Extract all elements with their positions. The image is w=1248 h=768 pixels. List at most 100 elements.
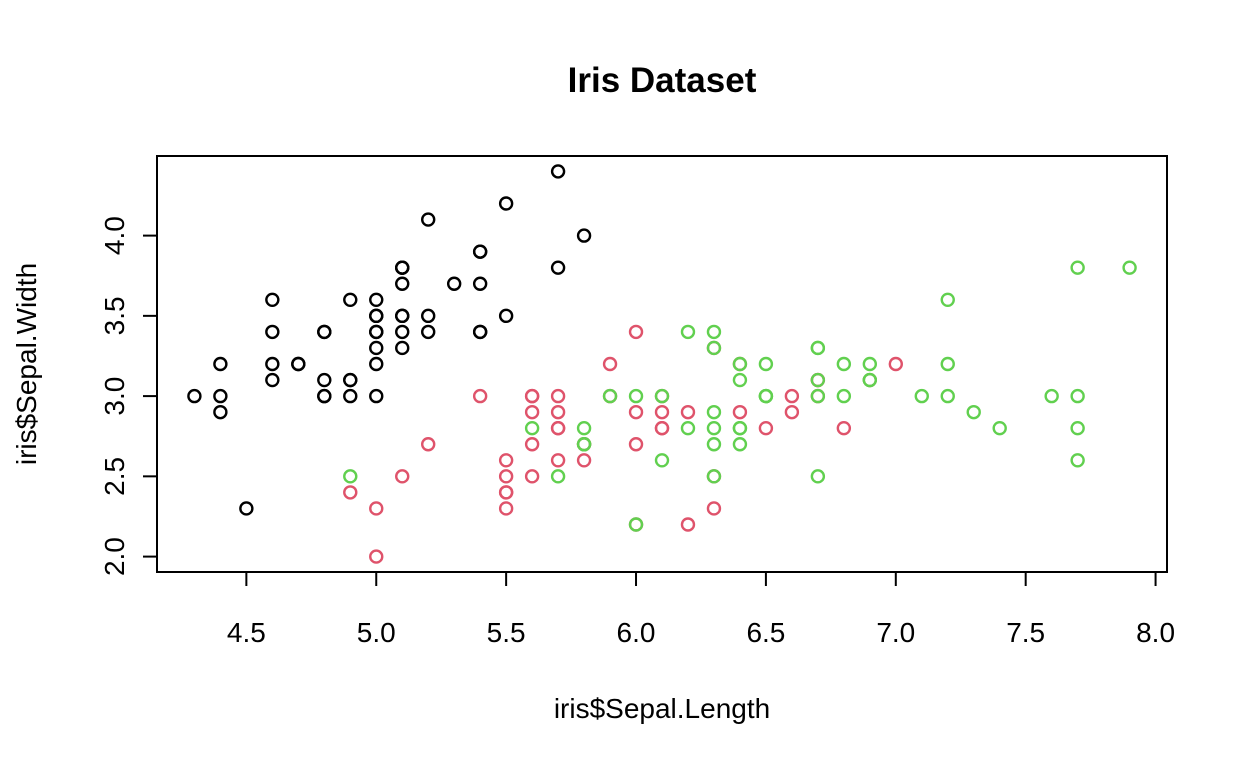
data-point bbox=[628, 388, 644, 404]
data-point bbox=[550, 469, 566, 484]
data-point bbox=[213, 388, 228, 404]
data-point bbox=[369, 549, 384, 564]
x-tick-label: 7.0 bbox=[876, 617, 915, 648]
data-point bbox=[369, 388, 384, 404]
data-point bbox=[1070, 453, 1085, 468]
data-point bbox=[369, 340, 384, 356]
data-point bbox=[862, 372, 878, 388]
data-point bbox=[472, 276, 488, 291]
data-point bbox=[550, 388, 566, 404]
data-point bbox=[187, 388, 202, 404]
data-point bbox=[628, 437, 644, 452]
x-tick-label: 6.0 bbox=[617, 617, 656, 648]
data-point bbox=[992, 420, 1007, 436]
data-point bbox=[421, 437, 436, 452]
data-point bbox=[498, 308, 514, 324]
data-point bbox=[810, 469, 826, 484]
x-tick-label: 5.0 bbox=[357, 617, 396, 648]
data-point bbox=[1122, 260, 1137, 275]
data-point bbox=[369, 356, 384, 372]
data-point bbox=[395, 308, 410, 324]
data-point bbox=[680, 404, 696, 420]
data-point bbox=[810, 372, 826, 388]
data-point bbox=[446, 276, 462, 291]
data-point bbox=[628, 404, 644, 420]
data-point bbox=[914, 388, 929, 404]
data-point bbox=[758, 420, 774, 436]
data-point bbox=[421, 308, 436, 324]
data-point bbox=[706, 340, 722, 356]
y-axis: 2.0 2.5 3.0 3.5 4.0 bbox=[99, 216, 158, 576]
y-axis-label: iris$Sepal.Width bbox=[11, 263, 42, 465]
data-point bbox=[1070, 420, 1085, 436]
data-point bbox=[317, 388, 332, 404]
data-point bbox=[732, 356, 748, 372]
data-point bbox=[680, 517, 696, 532]
y-tick-label: 3.5 bbox=[99, 296, 130, 335]
data-point bbox=[369, 292, 384, 308]
data-point bbox=[498, 196, 514, 211]
data-point bbox=[628, 324, 644, 340]
data-point bbox=[706, 324, 722, 340]
data-point bbox=[1070, 388, 1085, 404]
data-point bbox=[343, 485, 358, 500]
data-point bbox=[498, 469, 514, 484]
data-points bbox=[187, 164, 1137, 564]
data-point bbox=[940, 292, 955, 308]
data-point bbox=[1044, 388, 1059, 404]
data-point bbox=[317, 372, 332, 388]
data-point bbox=[784, 404, 800, 420]
data-point bbox=[265, 292, 280, 308]
data-point bbox=[680, 420, 696, 436]
data-point bbox=[395, 276, 410, 291]
data-point bbox=[239, 501, 254, 516]
data-point bbox=[213, 356, 228, 372]
data-point bbox=[810, 388, 826, 404]
data-point bbox=[966, 404, 981, 420]
data-point bbox=[317, 324, 332, 340]
data-point bbox=[550, 420, 566, 436]
data-point bbox=[576, 420, 592, 436]
data-point bbox=[940, 388, 955, 404]
data-point bbox=[732, 420, 748, 436]
data-point bbox=[628, 517, 644, 532]
data-point bbox=[732, 404, 748, 420]
data-point bbox=[940, 356, 955, 372]
data-point bbox=[758, 388, 774, 404]
data-point bbox=[706, 404, 722, 420]
data-point bbox=[369, 308, 384, 324]
data-point bbox=[213, 404, 228, 420]
data-point bbox=[421, 212, 436, 227]
data-point bbox=[524, 404, 540, 420]
y-tick-label: 2.5 bbox=[99, 457, 130, 496]
data-point bbox=[343, 372, 358, 388]
data-point bbox=[550, 404, 566, 420]
data-point bbox=[602, 388, 618, 404]
x-tick-label: 5.5 bbox=[487, 617, 526, 648]
data-point bbox=[524, 420, 540, 436]
x-tick-label: 7.5 bbox=[1006, 617, 1045, 648]
data-point bbox=[395, 469, 410, 484]
data-point bbox=[758, 356, 774, 372]
data-point bbox=[472, 324, 488, 340]
data-point bbox=[862, 356, 878, 372]
data-point bbox=[265, 324, 280, 340]
data-point bbox=[836, 420, 852, 436]
data-point bbox=[343, 469, 358, 484]
data-point bbox=[343, 388, 358, 404]
data-point bbox=[395, 260, 410, 275]
data-point bbox=[784, 388, 800, 404]
data-point bbox=[732, 437, 748, 452]
y-tick-label: 2.0 bbox=[99, 537, 130, 576]
data-point bbox=[654, 453, 670, 468]
y-tick-label: 4.0 bbox=[99, 216, 130, 255]
data-point bbox=[343, 292, 358, 308]
x-axis-label: iris$Sepal.Length bbox=[554, 693, 770, 724]
x-axis: 4.5 5.0 5.5 6.0 6.5 7.0 7.5 8.0 bbox=[227, 571, 1175, 648]
data-point bbox=[602, 356, 618, 372]
data-point bbox=[1070, 260, 1085, 275]
data-point bbox=[472, 388, 488, 404]
data-point bbox=[706, 420, 722, 436]
x-tick-label: 6.5 bbox=[746, 617, 785, 648]
